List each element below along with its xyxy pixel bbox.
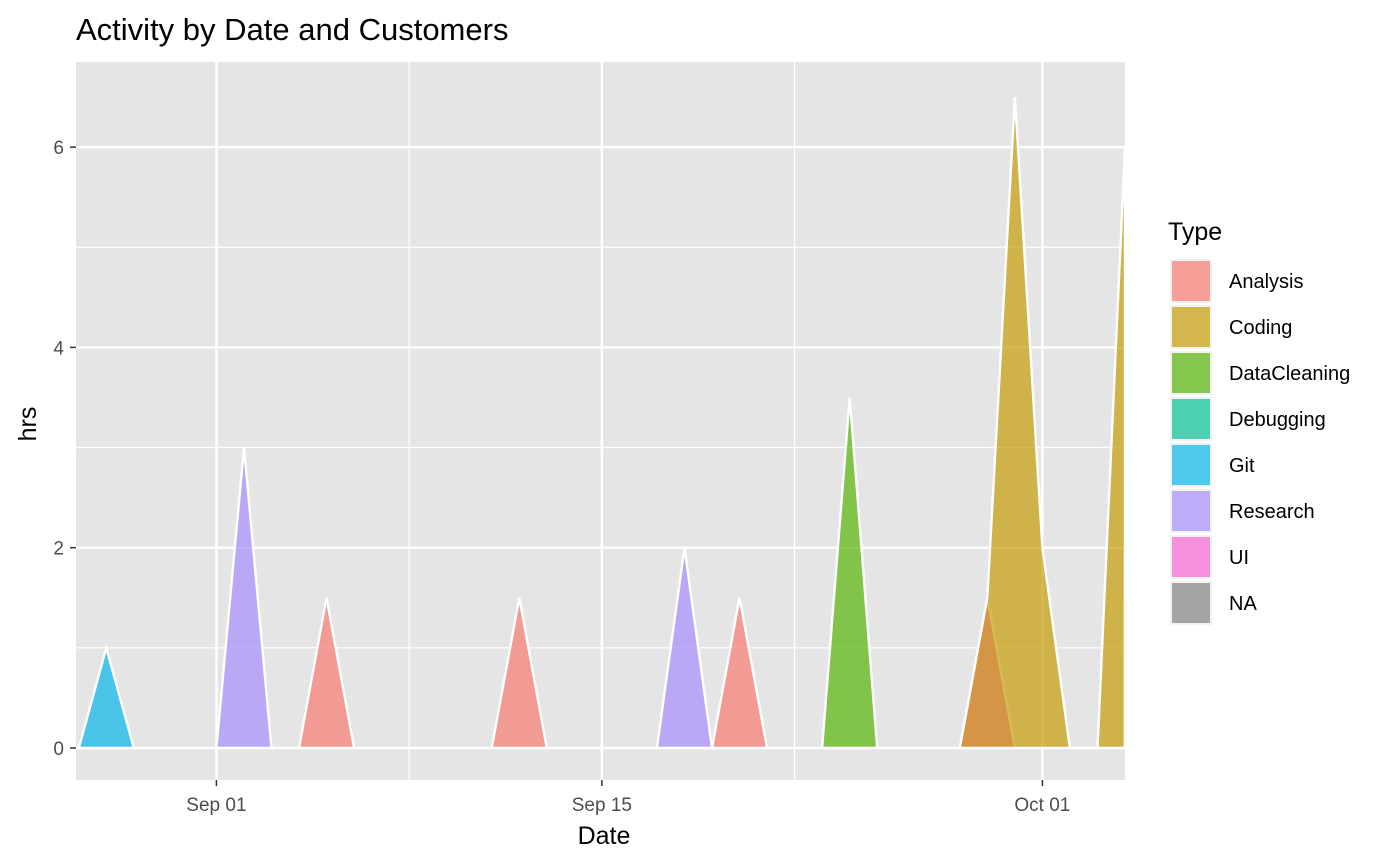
y-tick-label: 4	[53, 338, 64, 359]
legend-swatch-analysis	[1172, 261, 1210, 301]
x-tick-label: Sep 01	[186, 795, 246, 816]
legend-swatch-datacleaning	[1172, 353, 1210, 393]
area-git	[77, 643, 136, 750]
legend-label-debugging: Debugging	[1229, 409, 1326, 431]
legend-label-na: NA	[1229, 593, 1257, 615]
y-axis-label: hrs	[14, 407, 42, 442]
area-research	[215, 447, 273, 750]
x-axis: Sep 01 Sep 15 Oct 01	[186, 780, 1070, 816]
legend-label-coding: Coding	[1229, 317, 1292, 339]
legend-label-datacleaning: DataCleaning	[1229, 363, 1350, 385]
y-tick-label: 2	[53, 539, 64, 560]
x-tick-label: Oct 01	[1014, 795, 1070, 816]
x-tick-label: Sep 15	[572, 795, 632, 816]
legend-title: Type	[1168, 218, 1222, 246]
legend-label-research: Research	[1229, 501, 1315, 523]
legend-swatch-ui	[1172, 537, 1210, 577]
legend-swatch-debugging	[1172, 399, 1210, 439]
area-datacleaning	[820, 397, 879, 750]
legend-swatch-git	[1172, 445, 1210, 485]
legend-label-git: Git	[1229, 455, 1255, 477]
area-analysis	[490, 597, 549, 750]
legend-swatch-research	[1172, 491, 1210, 531]
y-tick-label: 6	[53, 138, 64, 159]
legend-swatch-coding	[1172, 307, 1210, 347]
x-axis-label: Date	[578, 822, 631, 850]
y-axis: 0 2 4 6	[53, 138, 76, 760]
legend-label-ui: UI	[1229, 547, 1249, 569]
area-research	[655, 547, 714, 750]
area-analysis	[297, 597, 356, 750]
chart-title: Activity by Date and Customers	[76, 12, 508, 47]
legend-label-analysis: Analysis	[1229, 271, 1303, 293]
area-series	[77, 96, 1127, 750]
major-gridlines	[76, 62, 1125, 780]
y-tick-label: 0	[53, 739, 64, 760]
legend: Type Analysis Coding DataCleaning Debugging…	[1168, 218, 1350, 625]
legend-swatch-na	[1172, 583, 1210, 623]
area-analysis	[710, 597, 769, 750]
